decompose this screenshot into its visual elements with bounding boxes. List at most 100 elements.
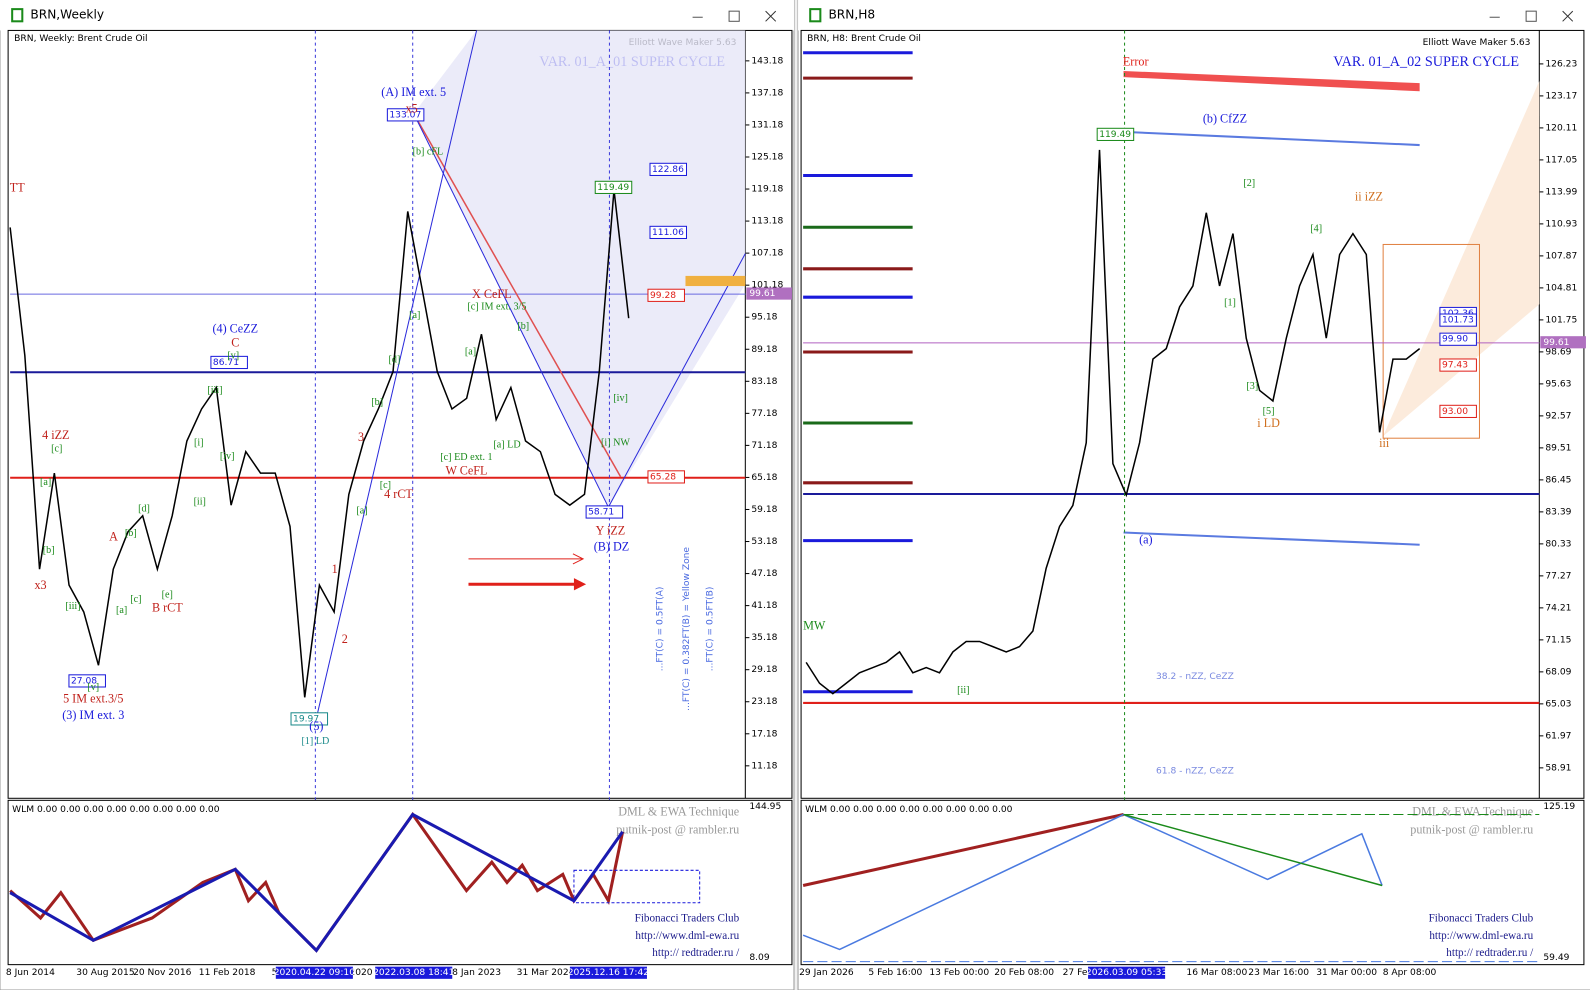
indicator-text: putnik-post @ rambler.ru — [1410, 823, 1533, 837]
wave-label: W CeFL — [445, 463, 487, 477]
wave-label: 5 IM ext.3/5 — [63, 692, 123, 706]
price-label: 125.18 — [751, 152, 783, 162]
wave-label: [iii] — [65, 601, 80, 612]
price-label: 101.18 — [751, 281, 783, 291]
title-bar — [0, 0, 794, 31]
price-tag-box — [594, 180, 633, 194]
date-label: 8 Jun 2014 — [6, 968, 55, 978]
red-arrow — [468, 553, 585, 565]
price-label: 110.93 — [1545, 219, 1577, 229]
error-band — [1123, 71, 1420, 92]
price-label: 119.18 — [751, 185, 783, 195]
price-tag: 111.06 — [652, 228, 684, 238]
indicator-text: Fibonacci Traders Club — [635, 913, 740, 925]
wave-label: [c] — [130, 594, 141, 605]
indicator-text: http://www.dml-ewa.ru — [1429, 930, 1533, 942]
price-label: 83.18 — [751, 377, 777, 387]
price-tag-box — [647, 470, 685, 484]
wave-label: [d] — [389, 354, 401, 365]
wave-label: (a) — [1139, 532, 1152, 546]
indicator-text: DML & EWA Technique — [1412, 804, 1533, 818]
price-label: 58.91 — [1545, 763, 1571, 773]
price-label: 107.87 — [1545, 251, 1577, 261]
date-label: 29 Jan 2026 — [799, 968, 854, 978]
chart-icon — [809, 8, 822, 23]
wave-label: [4] — [1310, 224, 1322, 235]
maximize-button[interactable] — [1525, 10, 1537, 22]
wave-label: [c] — [51, 444, 62, 455]
price-label: 95.63 — [1545, 379, 1571, 389]
wave-label: B rCT — [152, 600, 183, 614]
date-label: 20 Nov 2016 — [133, 968, 192, 978]
window-title: BRN,Weekly — [30, 8, 104, 22]
current-price-box — [746, 287, 792, 300]
price-label: 131.18 — [751, 120, 783, 130]
price-tag-box — [210, 355, 248, 370]
wave-label: [c] IM ext. 3/5 — [467, 302, 526, 313]
price-tag: 99.28 — [650, 291, 676, 301]
price-tag-box — [1439, 358, 1477, 372]
price-label: 137.18 — [751, 88, 783, 98]
price-label: 117.05 — [1545, 155, 1577, 165]
wave-label: [a] — [40, 477, 51, 488]
date-label: 23 Mar 16:00 — [1248, 968, 1309, 978]
fib-note: ...FT(C) = 0.5FT(B) — [705, 587, 715, 672]
wave-label: [v] — [87, 682, 99, 693]
wave-label: [i] — [194, 438, 204, 449]
wave-label: [d] — [138, 504, 150, 515]
wave-label: [1] — [1224, 298, 1236, 309]
wave-label: [iv] — [220, 451, 235, 462]
price-tag: 93.00 — [1442, 407, 1468, 417]
fib-note: ...FT(C) = 0.5FT(A) — [656, 587, 666, 672]
price-tag: 27.08 — [71, 676, 97, 686]
wave-label: 4 rCT — [384, 487, 413, 501]
maximize-button[interactable] — [728, 10, 740, 22]
indicator-text: http:// redtrader.ru / — [652, 947, 740, 959]
price-tag: 133.07 — [389, 110, 421, 120]
wave-label: [1] LD — [301, 736, 329, 747]
price-label: 53.18 — [751, 537, 777, 547]
price-line — [805, 149, 1421, 695]
indicator-legend: WLM 0.00 0.00 0.00 0.00 0.00 0.00 0.00 0… — [805, 805, 1013, 815]
current-price: 99.61 — [749, 289, 775, 299]
wlm-blue — [802, 813, 1383, 951]
price-label: 86.45 — [1545, 475, 1571, 485]
price-label: 61.97 — [1545, 731, 1571, 741]
wave-label: [3] — [1246, 381, 1258, 392]
price-tag: 101.73 — [1442, 316, 1474, 326]
trend-line — [607, 253, 746, 508]
price-tag-box — [1439, 313, 1477, 327]
price-label: 77.27 — [1545, 571, 1571, 581]
indicator-min: 8.09 — [749, 953, 769, 963]
wave-label: [ii] — [194, 496, 206, 507]
date-label: 16 Mar 08:00 — [1186, 968, 1247, 978]
wave-label: iii — [1379, 436, 1390, 450]
date-label: 30 Aug 2015 — [76, 968, 134, 978]
red-arrow-head — [573, 578, 587, 591]
price-label: 83.39 — [1545, 507, 1571, 517]
cursor-date: 2026.03.09 05:33 — [1086, 968, 1167, 978]
price-tag-box — [68, 674, 106, 688]
wave-label: MW — [803, 619, 826, 633]
wave-label: [a] LD — [493, 440, 520, 451]
close-button[interactable] — [1562, 10, 1574, 22]
trend-line — [413, 113, 622, 478]
price-tag-box — [1439, 404, 1477, 418]
price-label: 29.18 — [751, 665, 777, 675]
wave-label: [b] cFL — [413, 146, 444, 157]
variant-title: VAR. 01_A_02 SUPER CYCLE — [1333, 54, 1519, 70]
close-button[interactable] — [765, 10, 777, 22]
wave-label: (5) — [309, 719, 323, 733]
wlm-box — [573, 869, 701, 904]
wave-label: [2] — [1243, 178, 1255, 189]
current-price-box — [1540, 336, 1586, 349]
date-label: 5 Feb 16:00 — [868, 968, 922, 978]
wlm-green — [1123, 813, 1383, 887]
target-box — [1382, 243, 1480, 439]
date-label: 27 Feb — [1063, 968, 1094, 978]
window-title: BRN,H8 — [828, 8, 875, 22]
title-bar — [798, 0, 1590, 31]
cursor-date: 2022.03.08 18:41 — [373, 968, 454, 978]
price-label: 89.51 — [1545, 443, 1571, 453]
